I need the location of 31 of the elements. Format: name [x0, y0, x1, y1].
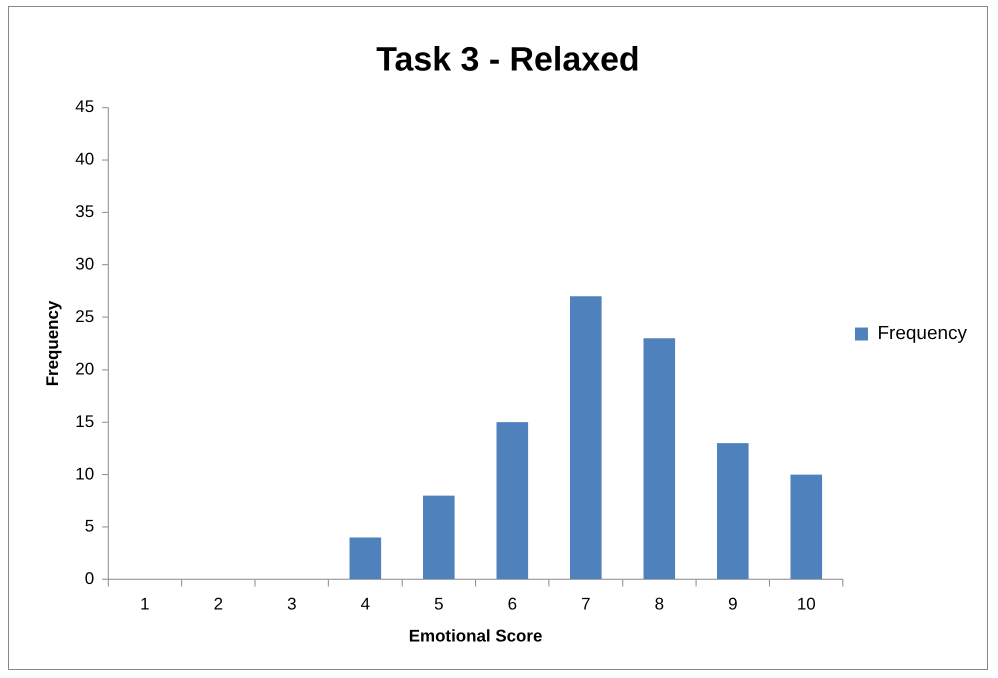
x-tick-label: 9 [728, 594, 738, 614]
x-tick-label: 8 [654, 594, 664, 614]
x-axis-title: Emotional Score [408, 626, 542, 646]
x-tick-label: 4 [360, 594, 370, 614]
x-tick-label: 2 [214, 594, 224, 614]
bar [350, 538, 382, 579]
bar [496, 422, 528, 579]
x-tick-label: 3 [287, 594, 297, 614]
x-tick-label: 7 [581, 594, 591, 614]
bar [790, 474, 822, 579]
y-tick-label: 40 [75, 150, 94, 169]
y-tick-label: 35 [75, 202, 94, 222]
bar [716, 443, 749, 579]
x-tick-label: 5 [434, 594, 444, 614]
y-axis-title: Frequency [42, 300, 62, 386]
bar [643, 338, 676, 579]
y-tick-label: 0 [84, 569, 94, 588]
x-tick-label: 6 [508, 594, 518, 614]
y-tick-label: 15 [75, 412, 94, 431]
chart-title: Task 3 - Relaxed [376, 40, 640, 79]
bar [570, 296, 602, 579]
x-tick-label: 10 [796, 594, 816, 614]
y-tick-label: 5 [84, 516, 94, 536]
y-tick-label: 45 [75, 97, 94, 116]
y-tick-label: 25 [75, 306, 94, 326]
legend-label: Frequency [877, 323, 968, 344]
y-tick-label: 10 [75, 464, 94, 484]
y-tick-label: 20 [75, 359, 94, 378]
bar [423, 496, 455, 579]
x-tick-label: 1 [140, 594, 150, 614]
y-tick-label: 30 [75, 254, 94, 274]
